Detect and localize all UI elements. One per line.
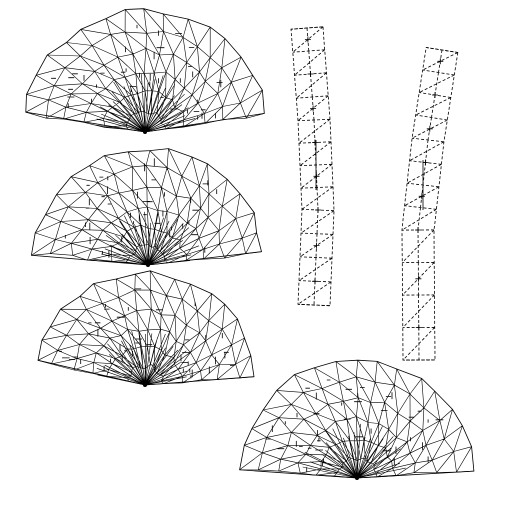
uv-fan-wireframe xyxy=(239,360,474,479)
uv-fan-detail-marks xyxy=(51,24,223,120)
uv-fan-detail-marks xyxy=(58,288,235,379)
uv-strip-wireframe xyxy=(290,26,335,307)
uv-fan-island-2 xyxy=(30,148,263,267)
uv-fan-apex xyxy=(143,130,147,134)
uv-fan-apex xyxy=(146,263,150,267)
uv-fan-apex xyxy=(143,383,147,387)
uv-fan-wireframe xyxy=(25,8,265,133)
uv-strip-detail-marks xyxy=(304,36,321,285)
uv-fan-outline xyxy=(25,8,265,133)
uv-fan-wireframe xyxy=(31,148,262,266)
uv-strip-outline xyxy=(290,26,335,307)
uv-fan-detail-marks xyxy=(64,158,218,258)
uv-fan-detail-marks xyxy=(265,379,444,473)
uv-fan-island-4 xyxy=(239,359,475,480)
uv-fan-apex xyxy=(355,476,359,480)
uv-strip-wireframe xyxy=(401,47,458,361)
uv-strip-island-2 xyxy=(401,47,459,361)
uv-fan-island-3 xyxy=(37,270,255,387)
uv-fan-wireframe xyxy=(37,270,255,386)
uv-strip-detail-marks xyxy=(415,58,444,331)
uv-fan-island-1 xyxy=(25,8,265,134)
uv-strip-island-1 xyxy=(290,26,335,307)
